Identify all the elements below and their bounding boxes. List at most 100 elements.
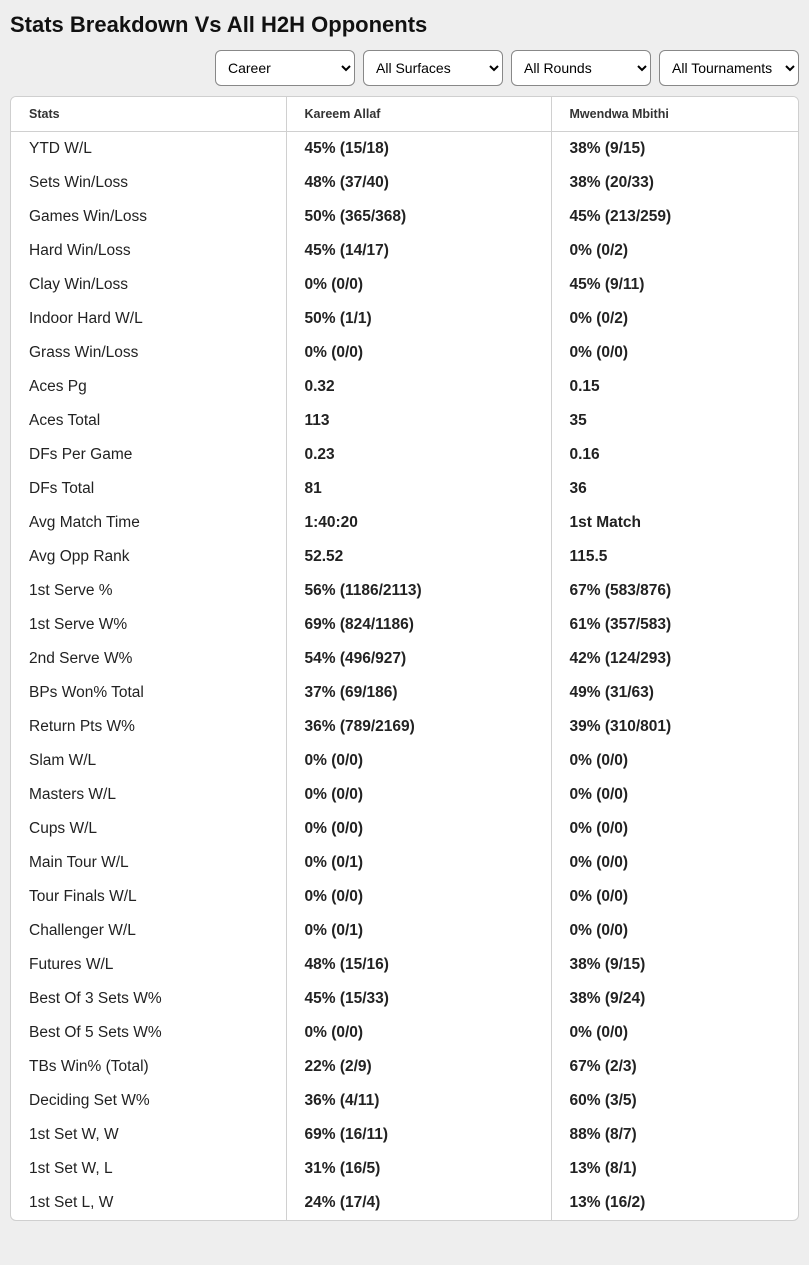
table-row: 1st Set W, L31% (16/5)13% (8/1) bbox=[11, 1152, 798, 1186]
stat-value-player2: 38% (9/24) bbox=[551, 982, 798, 1016]
table-row: Hard Win/Loss45% (14/17)0% (0/2) bbox=[11, 234, 798, 268]
stat-label: Tour Finals W/L bbox=[11, 880, 286, 914]
stat-value-player2: 45% (213/259) bbox=[551, 200, 798, 234]
stat-label: Masters W/L bbox=[11, 778, 286, 812]
stat-value-player2: 115.5 bbox=[551, 540, 798, 574]
table-row: Grass Win/Loss0% (0/0)0% (0/0) bbox=[11, 336, 798, 370]
table-row: Best Of 5 Sets W%0% (0/0)0% (0/0) bbox=[11, 1016, 798, 1050]
stat-value-player1: 0% (0/0) bbox=[286, 778, 551, 812]
stat-value-player1: 0% (0/0) bbox=[286, 880, 551, 914]
stat-value-player2: 0% (0/0) bbox=[551, 744, 798, 778]
filter-round[interactable]: All Rounds bbox=[511, 50, 651, 86]
page-title: Stats Breakdown Vs All H2H Opponents bbox=[0, 0, 809, 46]
stat-value-player2: 0% (0/0) bbox=[551, 812, 798, 846]
stat-label: Hard Win/Loss bbox=[11, 234, 286, 268]
stat-label: 1st Set W, L bbox=[11, 1152, 286, 1186]
table-row: Aces Total11335 bbox=[11, 404, 798, 438]
stat-value-player2: 38% (20/33) bbox=[551, 166, 798, 200]
stat-value-player1: 0% (0/1) bbox=[286, 846, 551, 880]
stat-label: Grass Win/Loss bbox=[11, 336, 286, 370]
stat-value-player1: 0% (0/1) bbox=[286, 914, 551, 948]
table-row: Sets Win/Loss48% (37/40)38% (20/33) bbox=[11, 166, 798, 200]
table-row: Slam W/L0% (0/0)0% (0/0) bbox=[11, 744, 798, 778]
stat-value-player1: 0% (0/0) bbox=[286, 336, 551, 370]
stat-value-player2: 0.15 bbox=[551, 370, 798, 404]
col-header-player2: Mwendwa Mbithi bbox=[551, 97, 798, 132]
stat-value-player1: 45% (15/33) bbox=[286, 982, 551, 1016]
stat-value-player1: 45% (14/17) bbox=[286, 234, 551, 268]
stat-label: Deciding Set W% bbox=[11, 1084, 286, 1118]
stat-value-player1: 50% (365/368) bbox=[286, 200, 551, 234]
stat-value-player2: 36 bbox=[551, 472, 798, 506]
table-row: Avg Match Time1:40:201st Match bbox=[11, 506, 798, 540]
stat-value-player2: 38% (9/15) bbox=[551, 948, 798, 982]
table-row: YTD W/L45% (15/18)38% (9/15) bbox=[11, 132, 798, 167]
stat-value-player2: 60% (3/5) bbox=[551, 1084, 798, 1118]
filter-period[interactable]: Career bbox=[215, 50, 355, 86]
table-row: 1st Set W, W69% (16/11)88% (8/7) bbox=[11, 1118, 798, 1152]
stats-table-container: Stats Kareem Allaf Mwendwa Mbithi YTD W/… bbox=[10, 96, 799, 1221]
stat-value-player2: 39% (310/801) bbox=[551, 710, 798, 744]
stat-label: Indoor Hard W/L bbox=[11, 302, 286, 336]
table-row: DFs Per Game0.230.16 bbox=[11, 438, 798, 472]
stat-value-player2: 0% (0/0) bbox=[551, 1016, 798, 1050]
table-row: 2nd Serve W%54% (496/927)42% (124/293) bbox=[11, 642, 798, 676]
stat-label: DFs Total bbox=[11, 472, 286, 506]
stat-value-player1: 69% (16/11) bbox=[286, 1118, 551, 1152]
stat-value-player1: 56% (1186/2113) bbox=[286, 574, 551, 608]
stat-value-player1: 45% (15/18) bbox=[286, 132, 551, 167]
table-row: Challenger W/L0% (0/1)0% (0/0) bbox=[11, 914, 798, 948]
stat-value-player2: 0.16 bbox=[551, 438, 798, 472]
stat-value-player2: 1st Match bbox=[551, 506, 798, 540]
filter-tournament[interactable]: All Tournaments bbox=[659, 50, 799, 86]
stat-label: Clay Win/Loss bbox=[11, 268, 286, 302]
stat-label: 1st Serve W% bbox=[11, 608, 286, 642]
stat-label: 1st Serve % bbox=[11, 574, 286, 608]
stat-value-player1: 48% (37/40) bbox=[286, 166, 551, 200]
stat-value-player2: 42% (124/293) bbox=[551, 642, 798, 676]
table-row: Indoor Hard W/L50% (1/1)0% (0/2) bbox=[11, 302, 798, 336]
stat-value-player1: 48% (15/16) bbox=[286, 948, 551, 982]
stat-value-player2: 13% (8/1) bbox=[551, 1152, 798, 1186]
stat-label: Aces Pg bbox=[11, 370, 286, 404]
stat-label: Return Pts W% bbox=[11, 710, 286, 744]
stat-label: Avg Match Time bbox=[11, 506, 286, 540]
stat-value-player2: 67% (2/3) bbox=[551, 1050, 798, 1084]
table-row: Tour Finals W/L0% (0/0)0% (0/0) bbox=[11, 880, 798, 914]
stat-label: DFs Per Game bbox=[11, 438, 286, 472]
table-row: Aces Pg0.320.15 bbox=[11, 370, 798, 404]
table-row: 1st Serve W%69% (824/1186)61% (357/583) bbox=[11, 608, 798, 642]
stat-value-player1: 0% (0/0) bbox=[286, 1016, 551, 1050]
stat-label: Cups W/L bbox=[11, 812, 286, 846]
table-row: Masters W/L0% (0/0)0% (0/0) bbox=[11, 778, 798, 812]
col-header-stats: Stats bbox=[11, 97, 286, 132]
stat-value-player2: 88% (8/7) bbox=[551, 1118, 798, 1152]
table-row: Clay Win/Loss0% (0/0)45% (9/11) bbox=[11, 268, 798, 302]
filters-bar: Career All Surfaces All Rounds All Tourn… bbox=[0, 46, 809, 96]
table-row: Main Tour W/L0% (0/1)0% (0/0) bbox=[11, 846, 798, 880]
stat-value-player1: 69% (824/1186) bbox=[286, 608, 551, 642]
table-row: Games Win/Loss50% (365/368)45% (213/259) bbox=[11, 200, 798, 234]
stat-value-player1: 24% (17/4) bbox=[286, 1186, 551, 1220]
col-header-player1: Kareem Allaf bbox=[286, 97, 551, 132]
table-row: TBs Win% (Total)22% (2/9)67% (2/3) bbox=[11, 1050, 798, 1084]
stat-value-player2: 38% (9/15) bbox=[551, 132, 798, 167]
stat-label: Games Win/Loss bbox=[11, 200, 286, 234]
stat-value-player1: 0% (0/0) bbox=[286, 744, 551, 778]
stat-value-player2: 13% (16/2) bbox=[551, 1186, 798, 1220]
stat-value-player2: 45% (9/11) bbox=[551, 268, 798, 302]
stat-label: Best Of 3 Sets W% bbox=[11, 982, 286, 1016]
stat-label: 2nd Serve W% bbox=[11, 642, 286, 676]
stat-value-player1: 36% (4/11) bbox=[286, 1084, 551, 1118]
stat-value-player2: 0% (0/2) bbox=[551, 234, 798, 268]
table-row: Avg Opp Rank52.52115.5 bbox=[11, 540, 798, 574]
table-row: BPs Won% Total37% (69/186)49% (31/63) bbox=[11, 676, 798, 710]
table-row: Deciding Set W%36% (4/11)60% (3/5) bbox=[11, 1084, 798, 1118]
stat-label: Challenger W/L bbox=[11, 914, 286, 948]
stat-value-player1: 1:40:20 bbox=[286, 506, 551, 540]
stat-value-player1: 113 bbox=[286, 404, 551, 438]
table-row: 1st Set L, W24% (17/4)13% (16/2) bbox=[11, 1186, 798, 1220]
table-row: Best Of 3 Sets W%45% (15/33)38% (9/24) bbox=[11, 982, 798, 1016]
filter-surface[interactable]: All Surfaces bbox=[363, 50, 503, 86]
stat-label: YTD W/L bbox=[11, 132, 286, 167]
